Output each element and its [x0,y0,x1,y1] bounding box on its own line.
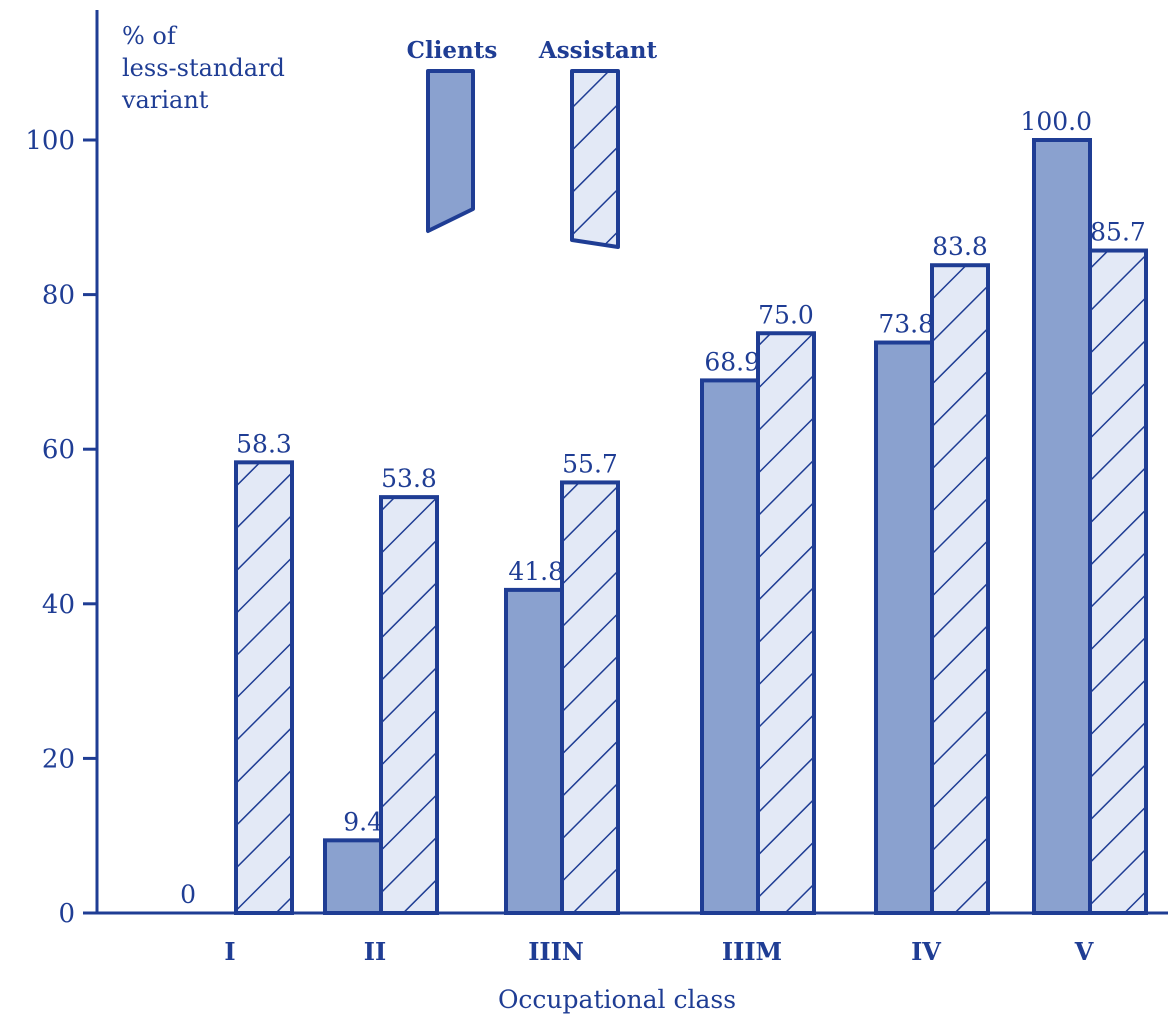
bar-assistant-ii [379,495,439,915]
y-axis-title-line: % of [122,22,178,50]
data-label-assistant-i: 58.3 [236,429,292,458]
y-axis-title-line: less-standard [122,54,285,82]
legend-label-clients: Clients [407,37,498,64]
bar-clients-iv [874,340,934,915]
y-axis-title-line: variant [121,86,209,114]
data-label-clients-iiim: 68.9 [704,347,760,376]
y-tick-label: 60 [42,435,75,465]
bar-clients-ii [323,838,383,916]
data-label-clients-i: 0 [180,880,196,909]
x-category-label-v: V [1074,937,1094,966]
y-tick-label: 100 [25,126,75,156]
bar-assistant-iiin [560,480,620,915]
x-category-label-iiin: IIIN [528,937,584,966]
data-label-assistant-ii: 53.8 [381,464,437,493]
x-axis-title: Occupational class [498,985,736,1014]
bar-clients-iiin [504,587,564,915]
y-tick-label: 80 [42,281,75,311]
data-labels: 0 58.3 9.4 53.8 41.8 55.7 68.9 75.0 73.8 83.8 100.… [180,107,1146,909]
bar-clients-iiim [700,378,760,915]
data-label-clients-iv: 73.8 [878,310,934,339]
axis-titles: % of less-standard variant Occupational cla… [121,22,736,1014]
bar-assistant-iv [930,263,990,915]
bars [234,138,1148,916]
y-tick-label: 0 [58,899,75,929]
x-category-label-iiim: IIIM [722,937,782,966]
data-label-assistant-iv: 83.8 [932,232,988,261]
data-label-assistant-iiim: 75.0 [758,300,814,329]
bar-assistant-iiim [756,331,816,915]
x-category-label-ii: II [364,937,386,966]
x-category-label-iv: IV [911,937,941,966]
data-label-clients-ii: 9.4 [343,807,383,836]
data-label-clients-iiin: 41.8 [508,557,564,586]
data-label-clients-v: 100.0 [1020,107,1092,136]
legend-label-assistant: Assistant [538,37,658,64]
legend-swatch-assistant [570,69,620,249]
y-tick-label: 40 [42,590,75,620]
bar-assistant-v [1088,248,1148,915]
data-label-assistant-iiin: 55.7 [562,449,618,478]
legend-swatch-clients [426,69,475,233]
x-category-label-i: I [224,937,235,966]
bar-assistant-i [234,460,294,915]
y-tick-label: 20 [42,744,75,774]
data-label-assistant-v: 85.7 [1090,218,1146,247]
bar-clients-v [1032,138,1092,915]
legend: Clients Assistant [407,37,658,249]
